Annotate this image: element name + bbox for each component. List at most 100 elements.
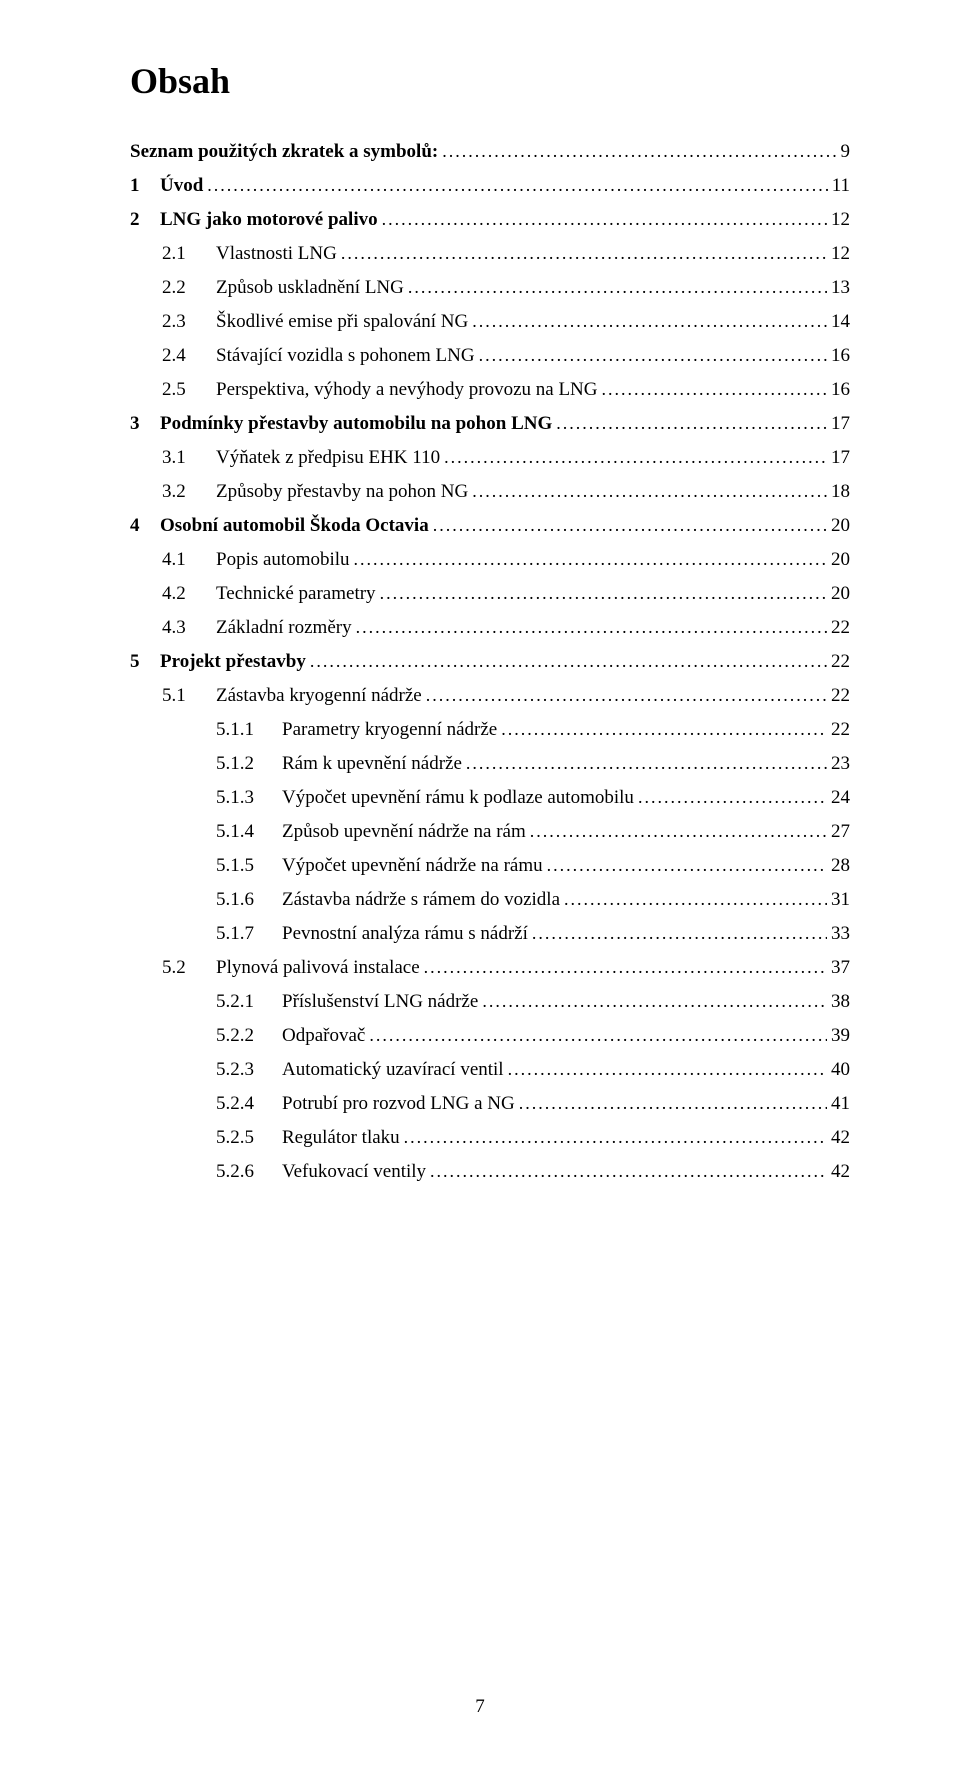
toc-entry-page: 12 <box>831 244 850 263</box>
toc-entry-page: 9 <box>841 142 851 161</box>
toc-entry-page: 40 <box>831 1060 850 1079</box>
toc-entry-number: 3 <box>130 414 160 433</box>
toc-entry-page: 17 <box>831 448 850 467</box>
toc-leader-dots <box>207 176 827 195</box>
toc-entry-label: Regulátor tlaku <box>282 1128 400 1147</box>
toc-leader-dots <box>508 1060 827 1079</box>
toc-entry-label: Základní rozměry <box>216 618 352 637</box>
toc-entry: 2.5Perspektiva, výhody a nevýhody provoz… <box>130 380 850 399</box>
toc-entry-page: 16 <box>831 380 850 399</box>
toc-entry: 5.1.5Výpočet upevnění nádrže na rámu28 <box>130 856 850 875</box>
toc-entry: 5.1.7Pevnostní analýza rámu s nádrží33 <box>130 924 850 943</box>
toc-leader-dots <box>356 618 827 637</box>
toc-entry-page: 23 <box>831 754 850 773</box>
toc-entry: 5.2.6Vefukovací ventily42 <box>130 1162 850 1181</box>
toc-entry-page: 22 <box>831 686 850 705</box>
toc-leader-dots <box>472 312 827 331</box>
toc-entry-label: Plynová palivová instalace <box>216 958 420 977</box>
toc-entry-number: 5.1.4 <box>216 822 282 841</box>
toc-entry-label: Způsob uskladnění LNG <box>216 278 404 297</box>
toc-entry-page: 42 <box>831 1128 850 1147</box>
toc-leader-dots <box>530 822 827 841</box>
toc-entry-number: 5.1.3 <box>216 788 282 807</box>
toc-entry-page: 20 <box>831 584 850 603</box>
toc-entry-label: Potrubí pro rozvod LNG a NG <box>282 1094 515 1113</box>
toc-entry: 5.2.4Potrubí pro rozvod LNG a NG 41 <box>130 1094 850 1113</box>
toc-entry: 5Projekt přestavby22 <box>130 652 850 671</box>
toc-entry-label: Příslušenství LNG nádrže <box>282 992 478 1011</box>
toc-entry: 5.2.2Odpařovač39 <box>130 1026 850 1045</box>
toc-entry: 4.3Základní rozměry22 <box>130 618 850 637</box>
toc-entry-label: Parametry kryogenní nádrže <box>282 720 497 739</box>
toc-entry: 5.1.1Parametry kryogenní nádrže22 <box>130 720 850 739</box>
toc-leader-dots <box>444 448 827 467</box>
toc-leader-dots <box>310 652 827 671</box>
toc-leader-dots <box>472 482 827 501</box>
toc-leader-dots <box>369 1026 827 1045</box>
toc-entry-label: Perspektiva, výhody a nevýhody provozu n… <box>216 380 598 399</box>
toc-leader-dots <box>341 244 827 263</box>
toc-entry-label: Automatický uzavírací ventil <box>282 1060 504 1079</box>
toc-entry: 5.1.2Rám k upevnění nádrže23 <box>130 754 850 773</box>
toc-entry: 1Úvod11 <box>130 176 850 195</box>
toc-entry-page: 37 <box>831 958 850 977</box>
toc-entry-number: 5.2.3 <box>216 1060 282 1079</box>
toc-entry: 2LNG jako motorové palivo12 <box>130 210 850 229</box>
toc-leader-dots <box>519 1094 827 1113</box>
toc-entry-page: 18 <box>831 482 850 501</box>
toc-entry-label: Úvod <box>160 176 203 195</box>
toc-entry-page: 33 <box>831 924 850 943</box>
toc-entry: 3.1Výňatek z předpisu EHK 11017 <box>130 448 850 467</box>
toc-entry-label: Zástavba kryogenní nádrže <box>216 686 422 705</box>
toc-entry-label: Odpařovač <box>282 1026 365 1045</box>
toc-entry-number: 5 <box>130 652 160 671</box>
toc-entry: 5.2.3Automatický uzavírací ventil 40 <box>130 1060 850 1079</box>
toc-entry-number: 5.2.6 <box>216 1162 282 1181</box>
toc-entry-number: 5.2.5 <box>216 1128 282 1147</box>
toc-entry-number: 5.2 <box>162 958 216 977</box>
toc-entry-page: 27 <box>831 822 850 841</box>
toc-entry: Seznam použitých zkratek a symbolů:9 <box>130 142 850 161</box>
toc-entry-number: 2 <box>130 210 160 229</box>
toc-entry-number: 2.4 <box>162 346 216 365</box>
toc-entry-page: 20 <box>831 550 850 569</box>
toc-entry-number: 4.1 <box>162 550 216 569</box>
toc-entry-number: 4.2 <box>162 584 216 603</box>
toc-entry: 5.1.6Zástavba nádrže s rámem do vozidla3… <box>130 890 850 909</box>
toc-leader-dots <box>430 1162 827 1181</box>
toc-entry: 5.1.3Výpočet upevnění rámu k podlaze aut… <box>130 788 850 807</box>
toc-entry-number: 3.1 <box>162 448 216 467</box>
toc-entry-number: 2.5 <box>162 380 216 399</box>
toc-entry-page: 14 <box>831 312 850 331</box>
toc-entry: 5.2Plynová palivová instalace 37 <box>130 958 850 977</box>
toc-entry-page: 22 <box>831 652 850 671</box>
toc-leader-dots <box>466 754 827 773</box>
toc-entry-page: 24 <box>831 788 850 807</box>
toc-entry-number: 1 <box>130 176 160 195</box>
toc-entry-page: 28 <box>831 856 850 875</box>
toc-leader-dots <box>380 584 827 603</box>
toc-entry-label: Škodlivé emise při spalování NG <box>216 312 468 331</box>
toc-entry-page: 38 <box>831 992 850 1011</box>
toc-entry-page: 12 <box>831 210 850 229</box>
toc-entry-label: Způsob upevnění nádrže na rám <box>282 822 526 841</box>
toc-entry-label: Zástavba nádrže s rámem do vozidla <box>282 890 560 909</box>
toc-entry-page: 22 <box>831 720 850 739</box>
toc-entry: 5.1Zástavba kryogenní nádrže22 <box>130 686 850 705</box>
toc-leader-dots <box>426 686 827 705</box>
toc-leader-dots <box>482 992 827 1011</box>
toc-leader-dots <box>433 516 827 535</box>
toc-entry-number: 5.2.4 <box>216 1094 282 1113</box>
toc-entry-label: Výpočet upevnění rámu k podlaze automobi… <box>282 788 634 807</box>
toc-leader-dots <box>442 142 836 161</box>
toc-entry-page: 41 <box>831 1094 850 1113</box>
toc-entry-page: 13 <box>831 278 850 297</box>
toc-entry-number: 3.2 <box>162 482 216 501</box>
toc-entry: 3Podmínky přestavby automobilu na pohon … <box>130 414 850 433</box>
toc-entry: 5.2.5Regulátor tlaku 42 <box>130 1128 850 1147</box>
toc-entry: 4.2Technické parametry20 <box>130 584 850 603</box>
toc-entry-label: Osobní automobil Škoda Octavia <box>160 516 429 535</box>
toc-entry: 4Osobní automobil Škoda Octavia20 <box>130 516 850 535</box>
toc-entry: 2.1Vlastnosti LNG12 <box>130 244 850 263</box>
toc-entry: 5.1.4Způsob upevnění nádrže na rám 27 <box>130 822 850 841</box>
